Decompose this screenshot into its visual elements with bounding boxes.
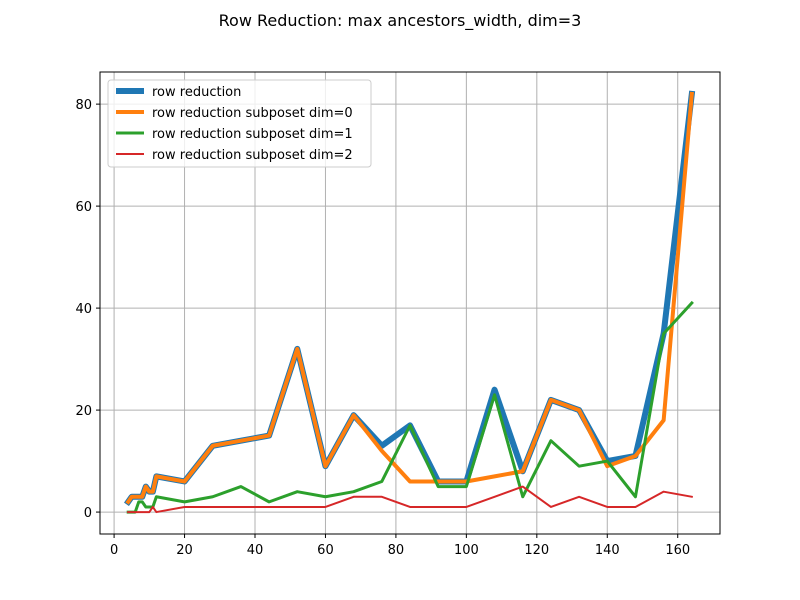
x-tick-label: 100 bbox=[454, 543, 479, 558]
legend-label-3: row reduction subposet dim=2 bbox=[152, 148, 353, 163]
x-tick-label: 120 bbox=[524, 543, 549, 558]
series-layer bbox=[124, 90, 696, 514]
y-tick-label: 20 bbox=[75, 404, 92, 419]
legend-label-2: row reduction subposet dim=1 bbox=[152, 127, 353, 142]
grid-layer bbox=[100, 72, 720, 534]
legend: row reduction row reduction subposet dim=… bbox=[107, 79, 372, 168]
x-tick-label: 80 bbox=[388, 543, 405, 558]
x-tick-label: 140 bbox=[595, 543, 620, 558]
series-line-2 bbox=[126, 300, 694, 514]
series-line-1 bbox=[125, 91, 694, 505]
x-tick-label: 40 bbox=[247, 543, 264, 558]
y-tick-label: 80 bbox=[75, 98, 92, 113]
plot-frame bbox=[99, 71, 721, 535]
axis-layer: 0 20 40 60 80 100 120 140 160 0 20 40 60 80 bbox=[75, 98, 690, 558]
y-tick-label: 0 bbox=[84, 506, 92, 521]
legend-label-0: row reduction bbox=[152, 85, 241, 100]
series-line-3 bbox=[127, 485, 693, 514]
x-tick-label: 60 bbox=[317, 543, 334, 558]
chart-title: Row Reduction: max ancestors_width, dim=… bbox=[219, 11, 582, 31]
y-tick-label: 40 bbox=[75, 302, 92, 317]
legend-label-1: row reduction subposet dim=0 bbox=[152, 106, 353, 121]
x-tick-label: 20 bbox=[176, 543, 193, 558]
legend-box bbox=[107, 79, 372, 168]
x-tick-label: 160 bbox=[665, 543, 690, 558]
y-tick-label: 60 bbox=[75, 200, 92, 215]
x-tick-label: 0 bbox=[110, 543, 118, 558]
